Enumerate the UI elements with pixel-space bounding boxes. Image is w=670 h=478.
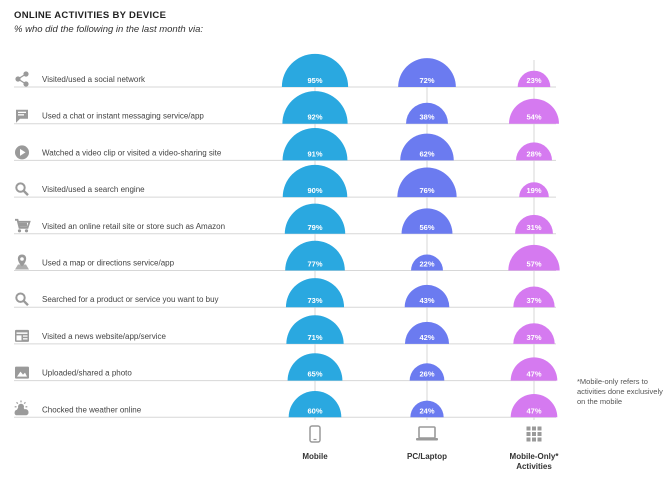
data-mark: [510, 357, 558, 381]
data-label: 62%: [419, 149, 434, 158]
data-label: 26%: [419, 370, 434, 379]
data-mark: [281, 53, 349, 87]
data-mark: [398, 58, 456, 87]
play-icon: [15, 145, 29, 160]
data-mark: [513, 286, 555, 308]
category-label: Visited a news website/app/service: [42, 332, 166, 341]
photo-icon: [15, 366, 29, 379]
data-mark: [288, 390, 342, 418]
data-mark: [400, 133, 454, 161]
data-label: 23%: [526, 76, 541, 85]
data-label: 57%: [526, 260, 541, 269]
data-mark: [282, 164, 348, 198]
data-label: 91%: [307, 149, 322, 158]
data-label: 31%: [526, 223, 541, 232]
data-label: 24%: [419, 406, 434, 415]
data-mark: [287, 353, 343, 381]
data-mark: [282, 127, 348, 161]
data-label: 37%: [526, 296, 541, 305]
data-mark: [411, 254, 443, 271]
data-label: 60%: [307, 406, 322, 415]
data-mark: [409, 363, 445, 381]
data-mark: [516, 142, 552, 161]
weather-icon: [14, 400, 29, 416]
category-label: Chocked the weather online: [42, 405, 142, 414]
data-label: 42%: [419, 333, 434, 342]
data-mark: [285, 278, 345, 308]
data-mark: [284, 203, 346, 234]
category-label: Visited/used a social network: [42, 75, 146, 84]
category-label: Watched a video clip or visited a video-…: [42, 148, 222, 157]
data-label: 38%: [419, 113, 434, 122]
chat-icon: [16, 109, 28, 123]
data-label: 37%: [526, 333, 541, 342]
laptop-icon: [416, 426, 438, 441]
category-label: Uploaded/shared a photo: [42, 369, 132, 378]
data-label: 65%: [307, 370, 322, 379]
data-label: 95%: [307, 76, 322, 85]
footnote: *Mobile-only refers to activities done e…: [577, 377, 663, 406]
series-label: Mobile-Only* Activities: [509, 452, 559, 471]
data-mark: [513, 323, 555, 344]
map-pin-icon: [15, 254, 29, 270]
data-mark: [406, 102, 448, 124]
data-mark: [404, 321, 450, 344]
data-mark: [515, 214, 553, 234]
data-mark: [509, 98, 559, 124]
chart-title: ONLINE ACTIVITIES BY DEVICE: [14, 10, 167, 21]
data-label: 71%: [307, 333, 322, 342]
data-mark: [401, 208, 453, 234]
category-label: Visited/used a search engine: [42, 185, 145, 194]
data-label: 43%: [419, 296, 434, 305]
data-label: 76%: [419, 186, 434, 195]
category-label: Used a map or directions service/app: [42, 259, 175, 268]
data-mark: [410, 400, 444, 418]
search-icon: [15, 292, 29, 307]
data-mark: [397, 167, 457, 198]
data-label: 56%: [419, 223, 434, 232]
data-label: 54%: [526, 113, 541, 122]
data-mark: [286, 315, 344, 344]
data-mark: [404, 284, 450, 308]
series-label: Mobile: [302, 452, 328, 461]
data-label: 73%: [307, 296, 322, 305]
data-label: 28%: [526, 149, 541, 158]
mobile-icon: [309, 425, 321, 443]
data-label: 19%: [526, 186, 541, 195]
data-label: 79%: [307, 223, 322, 232]
data-label: 90%: [307, 186, 322, 195]
data-label: 72%: [419, 76, 434, 85]
category-label: Used a chat or instant messaging service…: [42, 112, 204, 121]
cart-icon: [15, 218, 31, 233]
data-label: 47%: [526, 406, 541, 415]
data-label: 47%: [526, 370, 541, 379]
grid-icon: [526, 426, 542, 442]
data-mark: [285, 240, 345, 271]
data-mark: [517, 70, 551, 87]
share-icon: [15, 71, 29, 87]
chart-subtitle: % who did the following in the last mont…: [14, 24, 204, 35]
data-mark: [510, 394, 558, 418]
data-label: 77%: [307, 260, 322, 269]
data-label: 22%: [419, 260, 434, 269]
data-label: 92%: [307, 113, 322, 122]
data-mark: [282, 91, 348, 124]
data-mark: [519, 182, 549, 198]
category-label: Visited an online retail site or store s…: [42, 222, 225, 231]
search-icon: [15, 182, 29, 196]
news-icon: [15, 329, 29, 342]
data-mark: [508, 244, 560, 271]
series-label: PC/Laptop: [407, 452, 447, 461]
category-label: Searched for a product or service you wa…: [42, 295, 219, 304]
